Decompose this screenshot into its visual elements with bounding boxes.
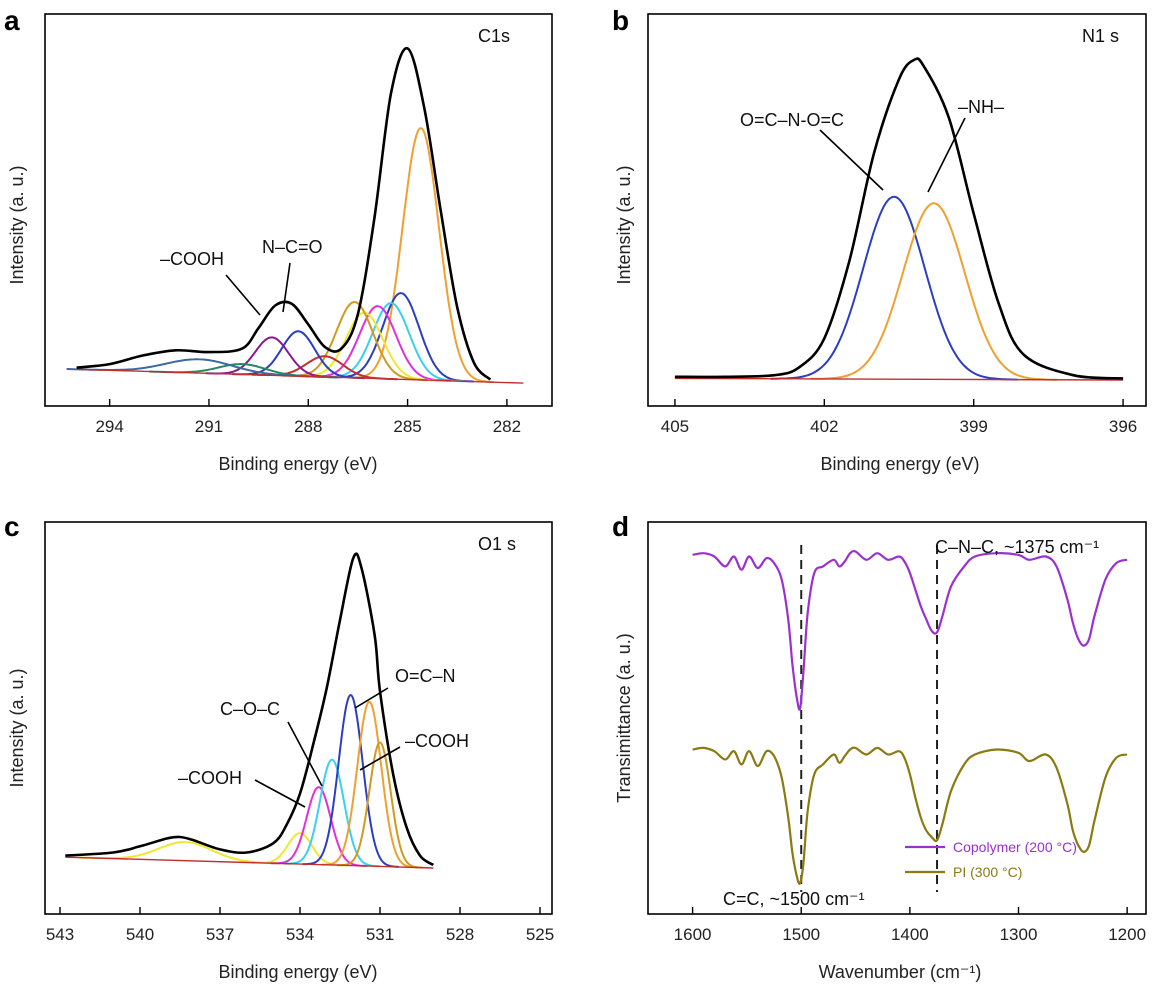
- annotation-nco: N–C=O: [262, 237, 323, 257]
- annotation-arrow: [225, 274, 261, 316]
- y-axis-label: Transimittance (a. u.): [614, 633, 634, 802]
- chart-title: O1 s: [478, 534, 516, 554]
- reference-label-cc: C=C, ~1500 cm⁻¹: [723, 889, 865, 909]
- series-line: [692, 746, 1128, 885]
- plot-frame: [647, 13, 1147, 407]
- x-tick-label: 1400: [891, 925, 929, 944]
- legend-label-pi: PI (300 °C): [953, 864, 1022, 880]
- y-axis-label: Intensity (a. u.): [7, 668, 27, 787]
- plot-frame: [44, 13, 553, 407]
- x-tick-label: 531: [366, 925, 394, 944]
- panel-b: b N1 s Binding energy (eV) Intensity (a.…: [612, 5, 1147, 474]
- envelope-curve: [76, 47, 492, 381]
- x-tick-label: 1300: [1000, 925, 1038, 944]
- component-peak: [281, 300, 428, 382]
- panel-label-b: b: [612, 5, 629, 36]
- envelope-curve: [65, 552, 435, 867]
- annotation-arrow: [287, 721, 323, 787]
- x-tick-label: 402: [810, 417, 838, 436]
- panel-a: a C1s Binding energy (eV) Intensity (a. …: [4, 5, 553, 474]
- x-tick-label: 282: [493, 417, 521, 436]
- panel-label-d: d: [612, 511, 629, 542]
- plot-frame: [647, 521, 1147, 915]
- x-tick-label: 405: [661, 417, 689, 436]
- chart-title: C1s: [478, 26, 510, 46]
- annotation-cooh-2: –COOH: [178, 768, 242, 788]
- plot-frame: [44, 521, 553, 915]
- annotation-ocn: O=C–N: [395, 666, 456, 686]
- annotation-ocnoc: O=C–N-O=C: [740, 110, 844, 130]
- panel-d: d Wavenumber (cm⁻¹) Transimittance (a. u…: [612, 511, 1147, 982]
- reference-label-cnc: C–N–C, ~1375 cm⁻¹: [935, 537, 1099, 557]
- x-tick-label: 294: [95, 417, 123, 436]
- baseline: [65, 856, 434, 869]
- component-peak: [304, 305, 451, 382]
- series-line: [692, 549, 1128, 711]
- annotation-arrow: [354, 687, 389, 709]
- x-tick-label: 1500: [782, 925, 820, 944]
- x-tick-label: 543: [46, 925, 74, 944]
- x-tick-label: 537: [206, 925, 234, 944]
- component-peak: [328, 292, 474, 383]
- component-peak: [337, 741, 423, 869]
- x-tick-label: 1600: [674, 925, 712, 944]
- component-peak: [810, 202, 1058, 381]
- x-tick-label: 534: [286, 925, 314, 944]
- annotation-arrow: [819, 129, 884, 191]
- x-tick-label: 396: [1109, 417, 1137, 436]
- annotation-coc: C–O–C: [220, 699, 280, 719]
- annotation-arrow: [254, 779, 306, 808]
- x-tick-label: 1200: [1108, 925, 1146, 944]
- x-tick-label: 540: [126, 925, 154, 944]
- annotation-arrow: [359, 746, 401, 771]
- baseline: [674, 377, 1124, 381]
- chart-title: N1 s: [1082, 26, 1119, 46]
- component-peak: [348, 127, 494, 384]
- annotation-nh: –NH–: [958, 97, 1004, 117]
- x-tick-label: 525: [526, 925, 554, 944]
- x-tick-label: 291: [195, 417, 223, 436]
- x-tick-label: 285: [393, 417, 421, 436]
- annotation-cooh: –COOH: [160, 249, 224, 269]
- y-axis-label: Intensity (a. u.): [614, 165, 634, 284]
- panel-c: c O1 s Binding energy (eV) Intensity (a.…: [4, 511, 554, 982]
- component-peak: [232, 330, 365, 380]
- envelope-curve: [674, 57, 1124, 380]
- baseline: [76, 368, 524, 384]
- legend-label-copolymer: Copolymer (200 °C): [953, 839, 1077, 855]
- x-axis-label: Binding energy (eV): [218, 962, 377, 982]
- annotation-cooh-1: –COOH: [405, 731, 469, 751]
- x-axis-label: Wavenumber (cm⁻¹): [819, 962, 982, 982]
- component-peak: [770, 195, 1018, 381]
- component-peak: [284, 758, 381, 868]
- x-tick-label: 288: [294, 417, 322, 436]
- panel-label-c: c: [4, 511, 20, 542]
- x-axis-label: Binding energy (eV): [218, 454, 377, 474]
- legend: Copolymer (200 °C) PI (300 °C): [905, 839, 1077, 880]
- x-tick-label: 528: [446, 925, 474, 944]
- y-axis-label: Intensity (a. u.): [7, 165, 27, 284]
- annotation-arrow: [282, 262, 291, 313]
- annotation-arrow: [927, 117, 966, 193]
- component-peak: [302, 694, 399, 868]
- x-axis-label: Binding energy (eV): [820, 454, 979, 474]
- component-peak: [321, 700, 418, 869]
- x-tick-label: 399: [960, 417, 988, 436]
- panel-label-a: a: [4, 5, 20, 36]
